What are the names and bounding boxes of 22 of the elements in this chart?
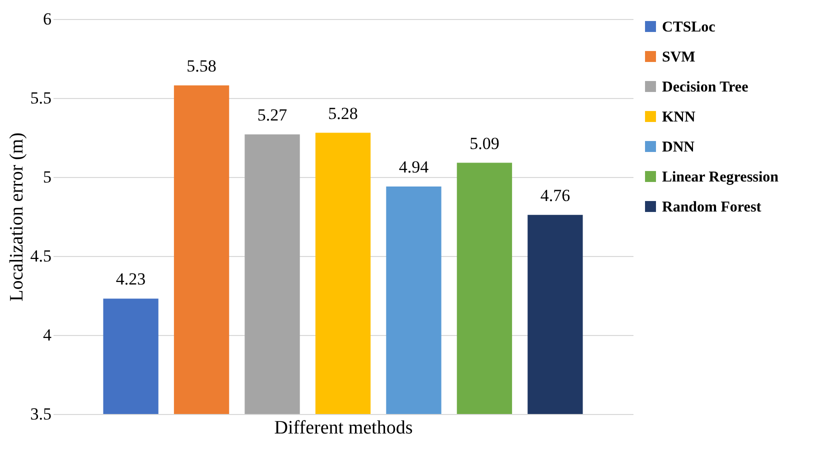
legend-label: Decision Tree [662, 80, 749, 96]
data-label: 5.27 [257, 105, 288, 124]
data-label: 4.94 [398, 157, 430, 176]
legend-label: Random Forest [662, 200, 762, 216]
y-tick-label: 4.5 [30, 246, 52, 266]
legend-label: SVM [662, 50, 696, 66]
data-label: 4.76 [540, 186, 570, 205]
legend-label: KNN [662, 110, 696, 126]
x-axis-title: Different methods [274, 418, 413, 438]
y-tick-label: 6 [43, 10, 52, 28]
y-tick-label: 3.5 [30, 404, 52, 424]
data-label: 5.09 [470, 134, 500, 153]
y-tick-label: 5.5 [30, 88, 52, 108]
legend-label: DNN [662, 140, 695, 156]
data-label: 4.23 [116, 270, 146, 289]
data-label: 5.58 [186, 56, 216, 76]
y-tick-label: 4 [43, 326, 52, 344]
data-label: 5.28 [328, 104, 358, 123]
y-axis-title: Localization error (m) [6, 132, 28, 302]
legend-label: Linear Regression [662, 170, 780, 186]
y-tick-label: 5 [43, 168, 52, 186]
legend-label: CTSLoc [662, 20, 716, 36]
